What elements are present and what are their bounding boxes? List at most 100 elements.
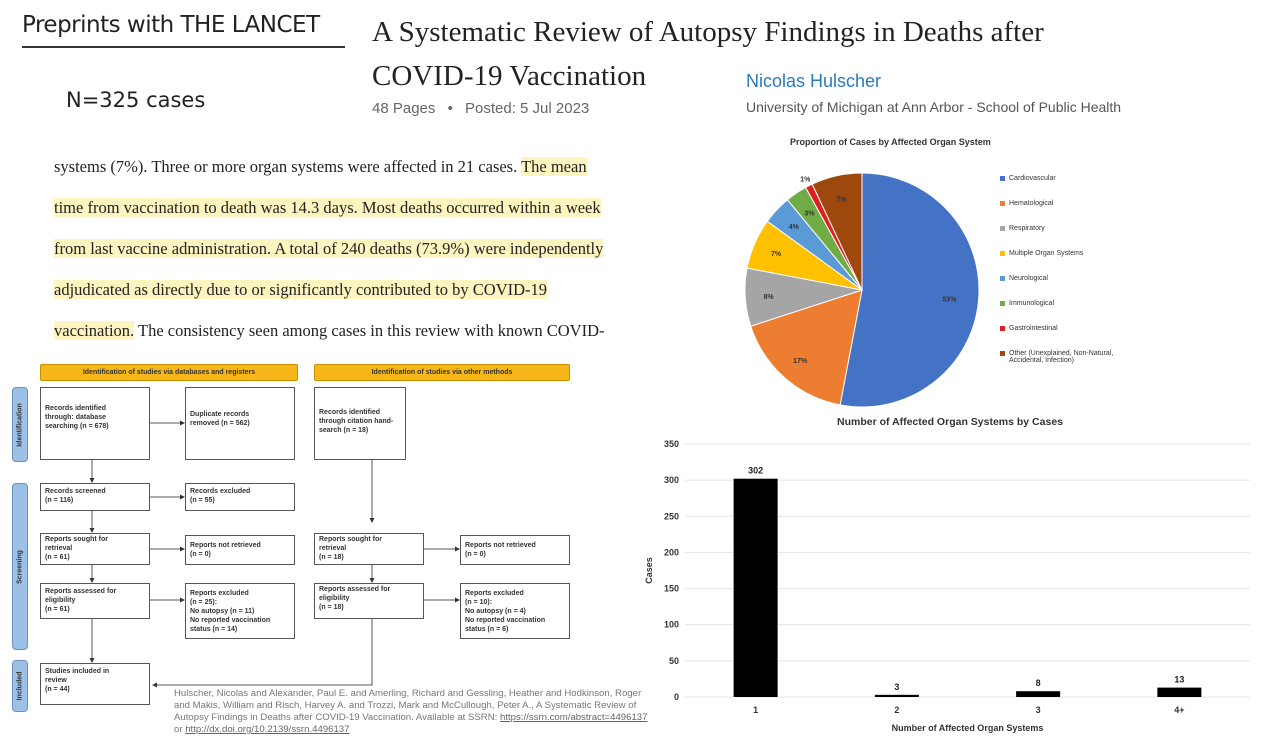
- prisma-header-other: Identification of studies via other meth…: [314, 364, 570, 381]
- legend-item: Respiratory: [1000, 225, 1140, 250]
- excerpt-highlight: time from vaccination to death was 14.3 …: [54, 198, 601, 217]
- citation-or: or: [174, 724, 186, 735]
- box-studies-included: Studies included in review (n = 44): [40, 663, 150, 705]
- x-axis-label: Number of Affected Organ Systems: [892, 723, 1044, 733]
- x-tick-label: 2: [894, 705, 899, 715]
- legend-label: Immunological: [1009, 300, 1055, 307]
- legend-label: Respiratory: [1009, 225, 1045, 232]
- pie-data-label: 1%: [800, 177, 811, 184]
- legend-swatch: [1000, 226, 1005, 231]
- pie-chart: 53% 17% 8% 7% 4% 3% 1% 7%: [744, 172, 980, 408]
- y-tick-label: 50: [669, 656, 679, 666]
- phase-label: Included: [16, 671, 24, 701]
- pie-data-label: 17%: [793, 358, 808, 365]
- box-other-reports-excluded: Reports excluded (n = 10): No autopsy (n…: [460, 583, 570, 639]
- legend-swatch: [1000, 301, 1005, 306]
- page-count: 48 Pages: [372, 100, 436, 117]
- pie-slice-cardiovascular: [839, 172, 980, 408]
- title-line-1: A Systematic Review of Autopsy Findings …: [372, 16, 1044, 48]
- bar-data-label: 8: [1036, 678, 1041, 688]
- phase-screening: Screening: [12, 483, 28, 650]
- box-handsearch-identified: Records identified through citation hand…: [314, 387, 406, 460]
- doi-link[interactable]: http://dx.doi.org/10.2139/ssrn.4496137: [185, 724, 350, 735]
- paper-meta: 48 Pages • Posted: 5 Jul 2023: [372, 100, 590, 117]
- y-tick-label: 100: [664, 620, 679, 630]
- phase-included: Included: [12, 660, 28, 712]
- y-tick-label: 350: [664, 439, 679, 449]
- legend-label: Multiple Organ Systems: [1009, 250, 1084, 257]
- bar-data-label: 3: [894, 682, 899, 692]
- legend-item: Hematological: [1000, 200, 1140, 225]
- legend-swatch: [1000, 176, 1005, 181]
- y-tick-label: 300: [664, 475, 679, 485]
- pie-data-label: 7%: [837, 197, 848, 204]
- legend-swatch: [1000, 251, 1005, 256]
- lancet-preprints-logo: Preprints with THE LANCET: [22, 12, 320, 38]
- box-records-excluded: Records excluded (n = 55): [185, 483, 295, 511]
- excerpt-highlight: from last vaccine administration. A tota…: [54, 239, 604, 258]
- excerpt-highlight: vaccination.: [54, 321, 135, 340]
- excerpt-text: The consistency seen among cases in this…: [134, 321, 605, 340]
- y-tick-label: 150: [664, 584, 679, 594]
- phase-label: Screening: [16, 549, 24, 584]
- y-tick-label: 200: [664, 547, 679, 557]
- legend-item: Neurological: [1000, 275, 1140, 300]
- bar-3: [1016, 691, 1061, 697]
- arrow: [152, 619, 373, 688]
- x-tick-label: 4+: [1174, 705, 1184, 715]
- citation-text: Hulscher, Nicolas and Alexander, Paul E.…: [174, 688, 642, 723]
- citation: Hulscher, Nicolas and Alexander, Paul E.…: [174, 688, 654, 736]
- pie-data-label: 4%: [789, 224, 800, 231]
- x-tick-label: 3: [1036, 705, 1041, 715]
- pie-slice-other: [811, 172, 863, 291]
- bar-2: [874, 694, 919, 697]
- box-other-reports-sought: Reports sought for retrieval (n = 18): [314, 533, 424, 565]
- bar-4+: [1157, 687, 1202, 697]
- pie-chart-title: Proportion of Cases by Affected Organ Sy…: [790, 137, 991, 147]
- box-reports-assessed: Reports assessed for eligibility (n = 61…: [40, 583, 150, 619]
- bar-chart-title: Number of Affected Organ Systems by Case…: [836, 416, 1063, 428]
- legend-swatch: [1000, 326, 1005, 331]
- bar-data-label: 302: [748, 466, 763, 476]
- abstract-excerpt: systems (7%). Three or more organ system…: [54, 146, 674, 351]
- posted-date: Posted: 5 Jul 2023: [465, 100, 590, 117]
- pie-slice-hematological: [750, 289, 863, 406]
- x-tick-label: 1: [753, 705, 758, 715]
- legend-label: Other (Unexplained, Non-Natural, Acciden…: [1009, 350, 1114, 364]
- box-duplicates-removed: Duplicate records removed (n = 562): [185, 387, 295, 460]
- logo-underline: [22, 46, 345, 48]
- phase-identification: Identification: [12, 387, 28, 462]
- prisma-header-databases: Identification of studies via databases …: [40, 364, 298, 381]
- box-records-identified: Records identified through: database sea…: [40, 387, 150, 460]
- prisma-arrows: [89, 420, 460, 688]
- pie-data-label: 3%: [804, 211, 815, 218]
- phase-label: Identification: [16, 402, 24, 447]
- excerpt-text: systems (7%). Three or more organ system…: [54, 157, 522, 176]
- y-tick-label: 250: [664, 511, 679, 521]
- legend-swatch: [1000, 276, 1005, 281]
- legend-label: Gastrointestinal: [1009, 325, 1058, 332]
- box-reports-sought: Reports sought for retrieval (n = 61): [40, 533, 150, 565]
- box-records-screened: Records screened (n = 116): [40, 483, 150, 511]
- legend-swatch: [1000, 351, 1005, 356]
- legend-item: Cardiovascular: [1000, 175, 1140, 200]
- legend-item: Immunological: [1000, 300, 1140, 325]
- pie-legend: Cardiovascular Hematological Respiratory Mu…: [1000, 175, 1140, 374]
- box-reports-excluded: Reports excluded (n = 25): No autopsy (n…: [185, 583, 295, 639]
- pie-data-label: 8%: [764, 294, 775, 301]
- pie-data-label: 7%: [771, 251, 782, 258]
- bar-data-label: 13: [1174, 675, 1184, 685]
- legend-item: Multiple Organ Systems: [1000, 250, 1140, 275]
- legend-label: Cardiovascular: [1009, 175, 1056, 182]
- bar-chart: 05010015020025030035030213283134+Number …: [644, 439, 1250, 733]
- author-affiliation: University of Michigan at Ann Arbor - Sc…: [746, 99, 1122, 115]
- excerpt-highlight: adjudicated as directly due to or signif…: [54, 280, 548, 299]
- paper-title: A Systematic Review of Autopsy Findings …: [372, 10, 1172, 98]
- author-link[interactable]: Nicolas Hulscher: [746, 71, 882, 91]
- legend-item: Other (Unexplained, Non-Natural, Acciden…: [1000, 350, 1140, 374]
- box-reports-not-retrieved: Reports not retrieved (n = 0): [185, 535, 295, 565]
- legend-label: Hematological: [1009, 200, 1054, 207]
- sample-size-label: N=325 cases: [66, 88, 206, 112]
- ssrn-link[interactable]: https://ssrn.com/abstract=4496137: [500, 712, 648, 723]
- legend-item: Gastrointestinal: [1000, 325, 1140, 350]
